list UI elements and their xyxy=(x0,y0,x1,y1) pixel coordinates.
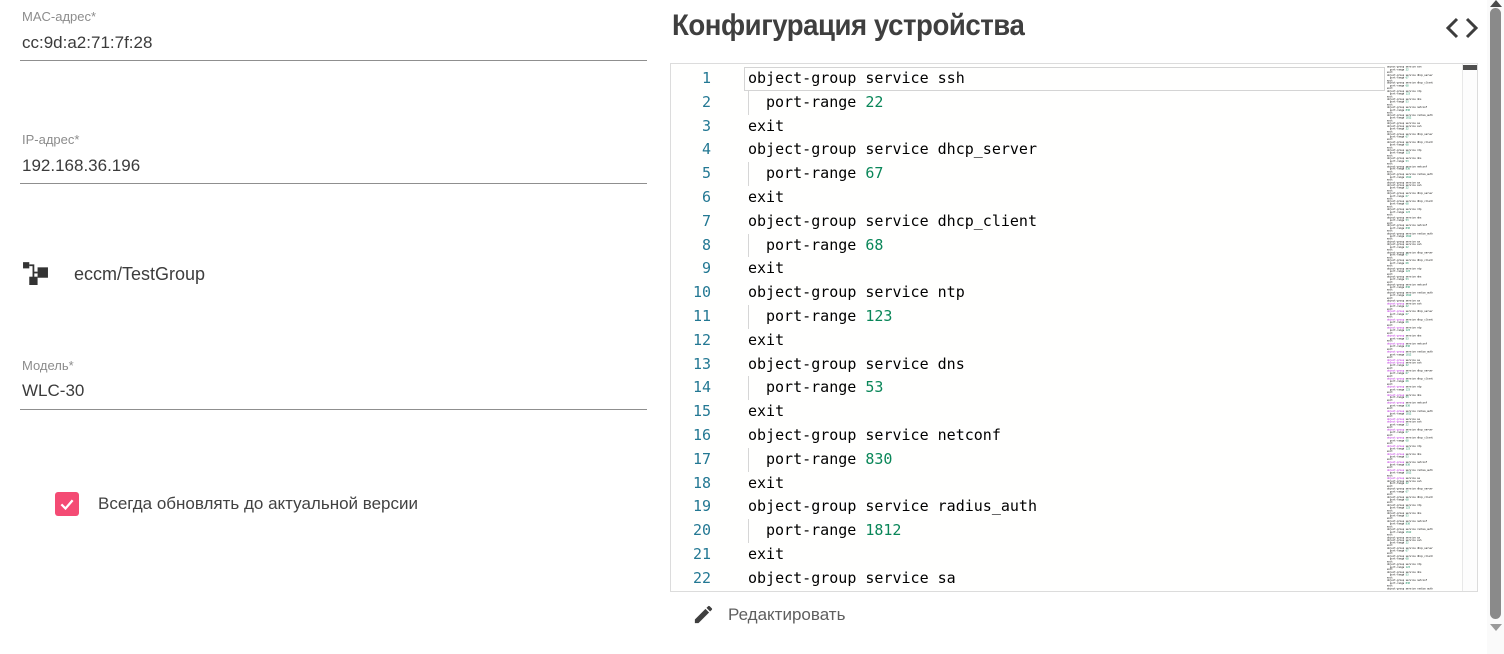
code-line[interactable]: 10 object-group service ntp xyxy=(671,281,1385,305)
code-text: exit xyxy=(748,402,785,421)
auto-update-label: Всегда обновлять до актуальной версии xyxy=(98,494,418,513)
line-number: 2 xyxy=(701,92,711,111)
device-group-label: eccm/TestGroup xyxy=(74,263,206,284)
auto-update-row: Всегда обновлять до актуальной версии xyxy=(55,492,418,516)
line-number: 18 xyxy=(692,473,711,492)
code-text: object-group service ssh xyxy=(748,69,965,87)
page-scrollbar-thumb[interactable] xyxy=(1490,8,1501,619)
code-text: exit xyxy=(748,116,785,135)
code-text: exit xyxy=(748,473,785,492)
line-number: 11 xyxy=(692,306,711,325)
line-number: 14 xyxy=(692,378,711,397)
edit-button[interactable]: Редактировать xyxy=(692,603,845,626)
code-line[interactable]: 14 port-range 53 xyxy=(671,376,1385,401)
line-number: 21 xyxy=(692,544,711,563)
code-text: object-group service dhcp_client xyxy=(748,211,1037,230)
code-line[interactable]: 17 port-range 830 xyxy=(671,447,1385,472)
code-text: port-range 123 xyxy=(748,304,892,329)
code-text: port-range 1812 xyxy=(748,519,901,543)
line-number: 16 xyxy=(692,425,711,444)
code-line[interactable]: 16 object-group service netconf xyxy=(671,424,1385,448)
code-text: object-group service sa xyxy=(748,568,956,587)
line-number: 1 xyxy=(701,69,711,87)
code-line[interactable]: 12 exit xyxy=(671,329,1385,353)
line-number: 19 xyxy=(692,497,711,516)
code-text: port-range 22 xyxy=(748,90,883,115)
code-text: object-group service dhcp_server xyxy=(748,140,1037,159)
model-field-label: Модель* xyxy=(22,358,74,373)
code-line[interactable]: 4 object-group service dhcp_server xyxy=(671,138,1385,162)
code-line[interactable]: 7 object-group service dhcp_client xyxy=(671,210,1385,234)
line-number: 5 xyxy=(701,164,711,183)
code-line[interactable]: 2 port-range 22 xyxy=(671,90,1385,115)
device-group-tree-icon xyxy=(22,258,49,290)
code-text: port-range 830 xyxy=(748,447,892,472)
code-text: port-range 53 xyxy=(748,376,883,401)
scroll-up-arrow-icon[interactable] xyxy=(1490,0,1502,7)
ip-field-label: IP-адрес* xyxy=(22,132,80,147)
code-lines: 1 object-group service ssh 2 port-range 22 3… xyxy=(671,67,1385,591)
code-line[interactable]: 13 object-group service dns xyxy=(671,353,1385,377)
minimap[interactable]: object-group service ssh port-range 22 ex… xyxy=(1387,66,1433,590)
mac-field-label: MAC-адрес* xyxy=(22,9,97,24)
line-number: 17 xyxy=(692,449,711,468)
line-number: 9 xyxy=(701,259,711,278)
line-number: 8 xyxy=(701,235,711,254)
ip-field-input[interactable]: 192.168.36.196 xyxy=(22,156,141,175)
scroll-down-arrow-icon[interactable] xyxy=(1490,624,1502,631)
model-field-input[interactable]: WLC-30 xyxy=(22,381,85,400)
auto-update-checkbox[interactable] xyxy=(55,492,79,516)
code-line[interactable]: 5 port-range 67 xyxy=(671,162,1385,186)
code-line[interactable]: 20 port-range 1812 xyxy=(671,519,1385,543)
config-code-editor[interactable]: 1 object-group service ssh 2 port-range 22 3… xyxy=(670,63,1478,592)
mac-field-underline xyxy=(20,60,647,61)
edit-button-label: Редактировать xyxy=(728,604,846,624)
code-text: exit xyxy=(748,544,785,563)
code-line[interactable]: 21 exit xyxy=(671,543,1385,567)
line-number: 7 xyxy=(701,211,711,230)
code-text: exit xyxy=(748,259,785,278)
code-line[interactable]: 1 object-group service ssh xyxy=(671,67,1385,91)
line-number: 6 xyxy=(701,187,711,206)
code-line[interactable]: 3 exit xyxy=(671,115,1385,139)
line-number: 10 xyxy=(692,283,711,302)
code-line[interactable]: 6 exit xyxy=(671,186,1385,210)
code-text: object-group service dns xyxy=(748,354,965,373)
device-group-field[interactable]: eccm/TestGroup xyxy=(22,258,205,290)
code-line[interactable]: 19 object-group service radius_auth xyxy=(671,495,1385,519)
current-line-highlight xyxy=(744,67,1385,91)
code-text: exit xyxy=(748,187,785,206)
line-number: 3 xyxy=(701,116,711,135)
line-number: 22 xyxy=(692,568,711,587)
pencil-icon xyxy=(694,605,713,624)
code-text: object-group service radius_auth xyxy=(748,497,1037,516)
page-scrollbar[interactable] xyxy=(1487,0,1504,654)
code-line[interactable]: 9 exit xyxy=(671,257,1385,281)
code-text: exit xyxy=(748,330,785,349)
model-field-underline xyxy=(20,409,647,410)
line-number: 13 xyxy=(692,354,711,373)
code-line[interactable]: 11 port-range 123 xyxy=(671,304,1385,329)
editor-scrollbar-thumb[interactable] xyxy=(1463,65,1477,70)
code-text: port-range 68 xyxy=(748,233,883,258)
config-panel-title: Конфигурация устройства xyxy=(672,9,1025,42)
editor-scrollbar[interactable] xyxy=(1462,64,1477,591)
code-line[interactable]: 22 object-group service sa xyxy=(671,567,1385,591)
code-line[interactable]: 18 exit xyxy=(671,472,1385,496)
code-text: port-range 67 xyxy=(748,162,883,186)
code-line[interactable]: 15 exit xyxy=(671,400,1385,424)
line-number: 20 xyxy=(692,521,711,540)
code-angle-brackets-icon[interactable] xyxy=(1444,15,1480,41)
line-number: 4 xyxy=(701,140,711,159)
code-text: object-group service netconf xyxy=(748,425,1001,444)
line-number: 15 xyxy=(692,402,711,421)
code-text: object-group service ntp xyxy=(748,283,965,302)
code-line[interactable]: 8 port-range 68 xyxy=(671,233,1385,258)
mac-field-input[interactable]: cc:9d:a2:71:7f:28 xyxy=(22,33,153,52)
line-number: 12 xyxy=(692,330,711,349)
checkmark-icon xyxy=(60,499,74,511)
ip-field-underline xyxy=(20,183,647,184)
